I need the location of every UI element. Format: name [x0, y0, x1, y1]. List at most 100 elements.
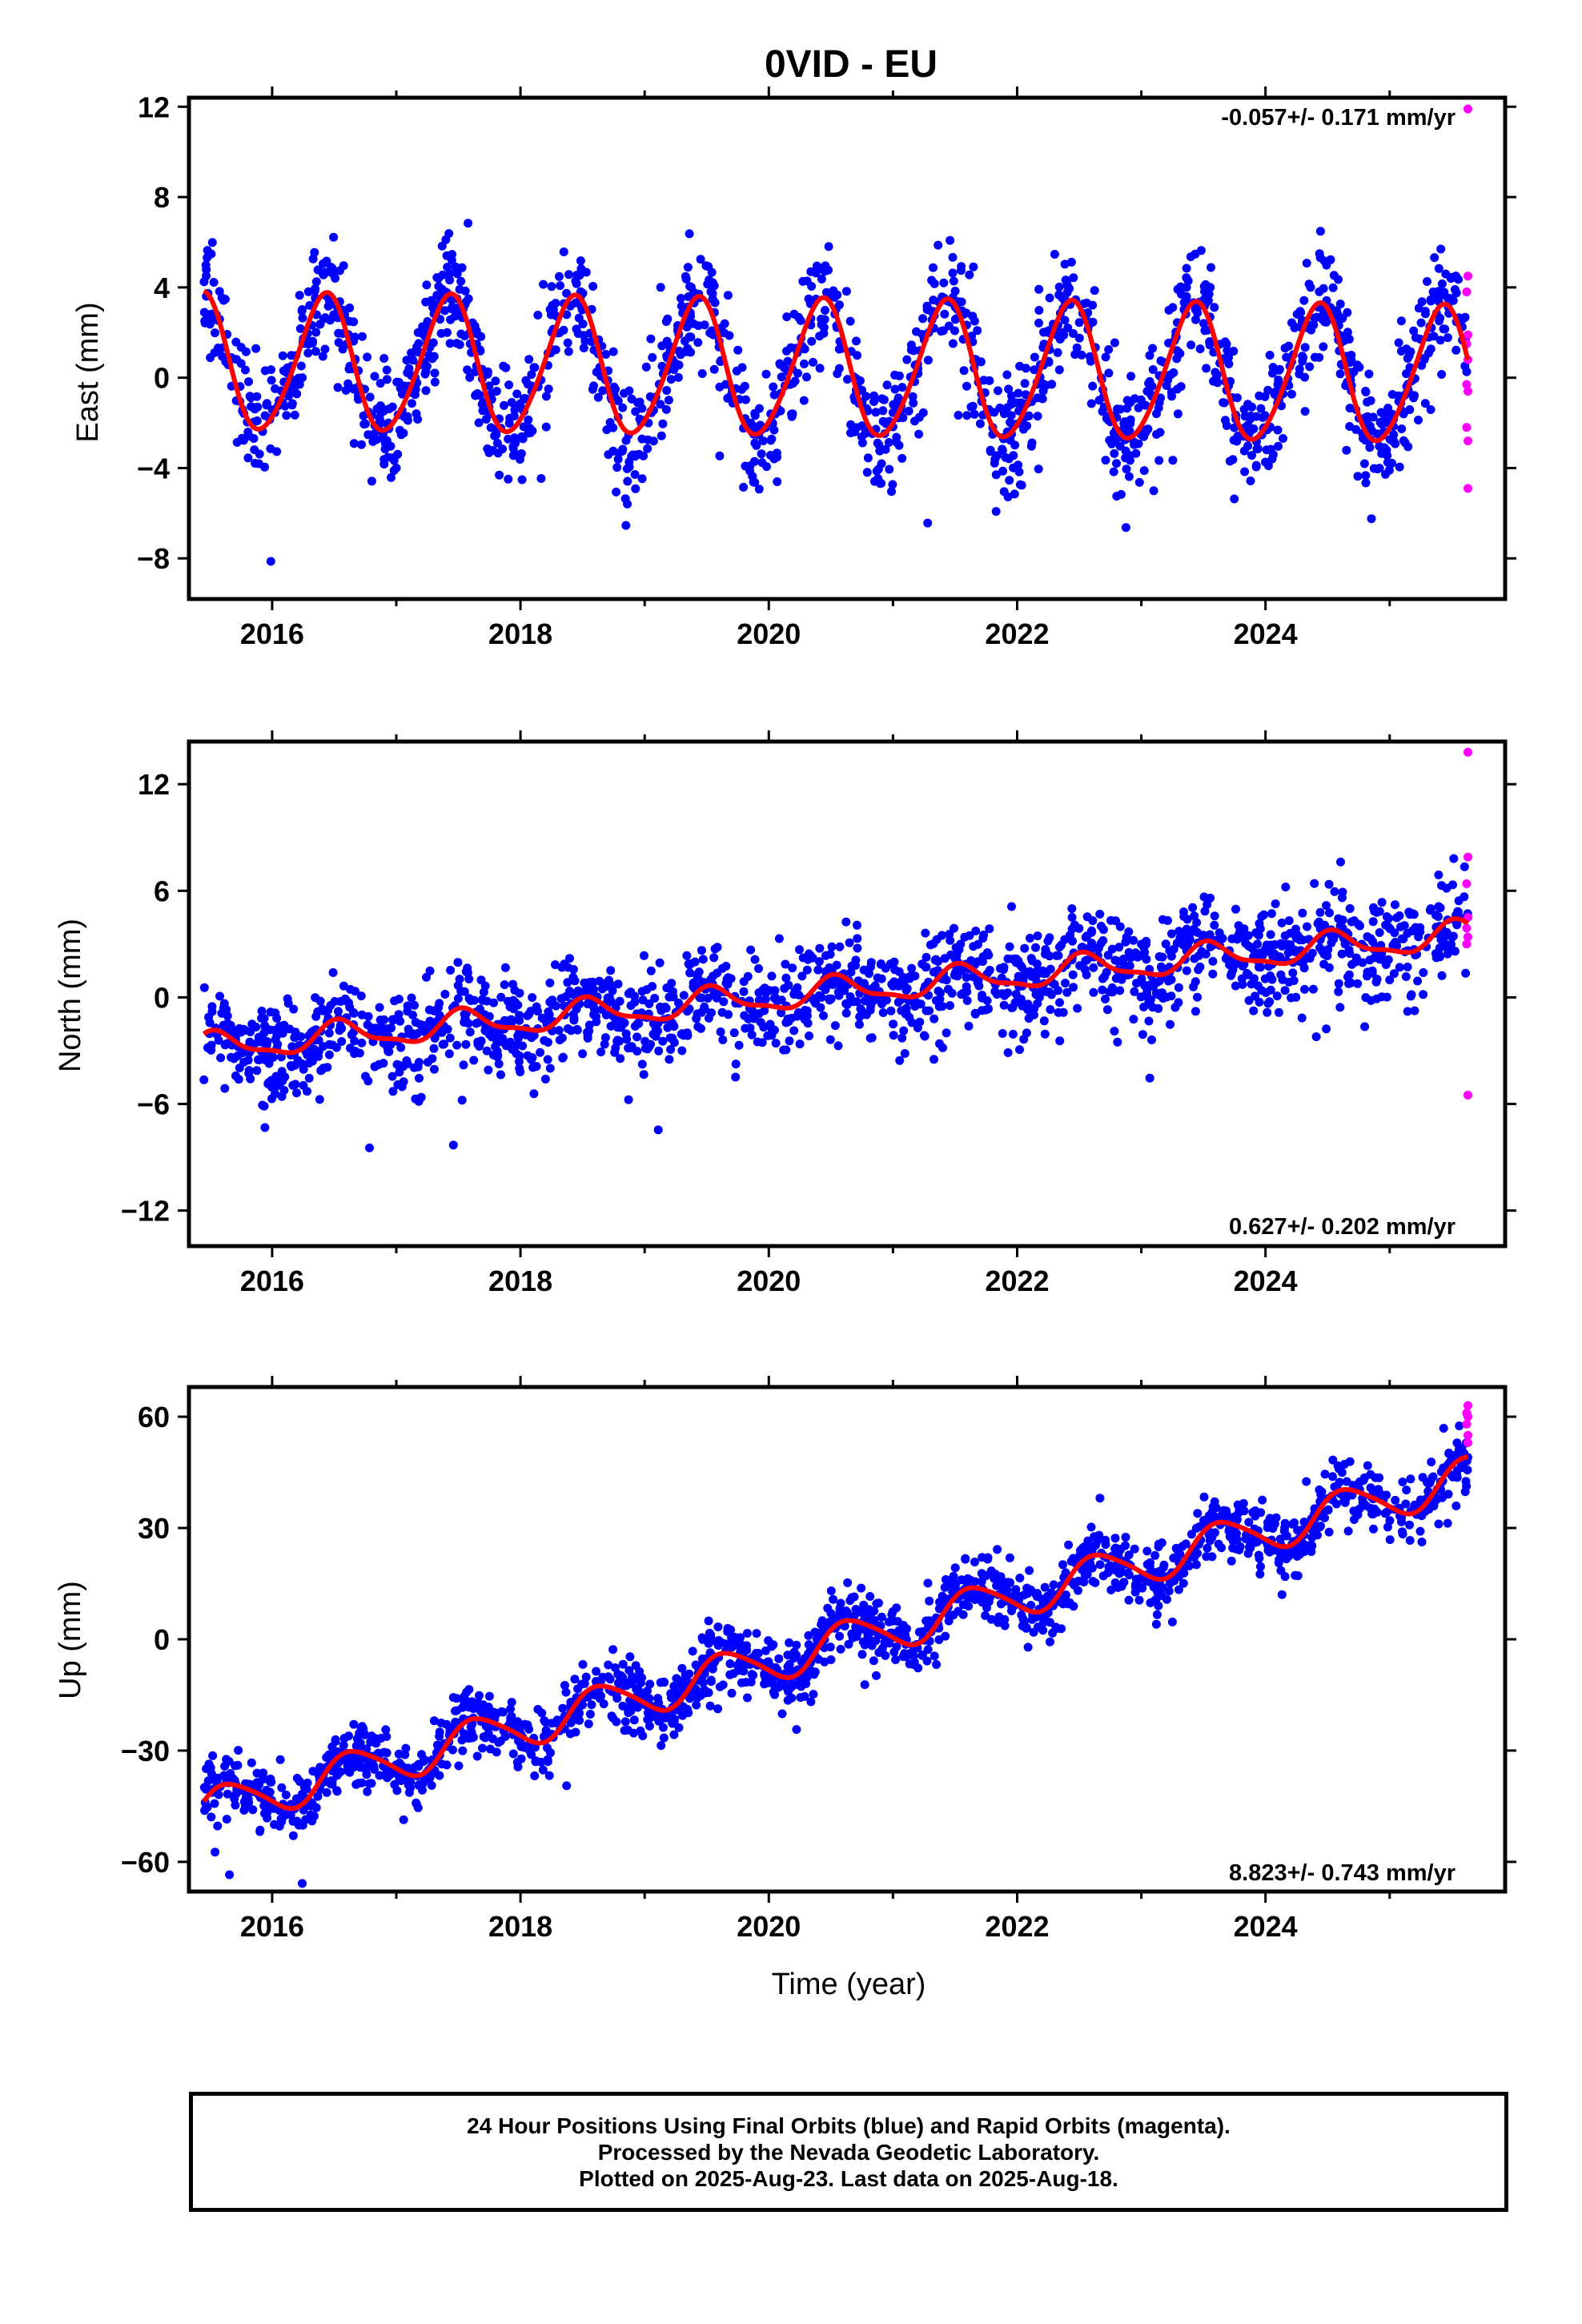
final-orbit-point: [1365, 955, 1375, 965]
final-orbit-point: [1247, 402, 1257, 412]
final-orbit-point: [841, 287, 851, 296]
final-orbit-point: [427, 1781, 436, 1790]
final-orbit-point: [199, 983, 209, 992]
final-orbit-point: [782, 312, 792, 322]
rapid-orbit-point: [1463, 387, 1472, 396]
final-orbit-point: [1345, 904, 1355, 913]
final-orbit-point: [1437, 881, 1446, 891]
final-orbit-point: [1005, 1553, 1014, 1562]
final-orbit-point: [1360, 413, 1370, 422]
final-orbit-point: [1034, 318, 1043, 328]
final-orbit-point: [625, 1652, 635, 1662]
final-orbit-point: [783, 356, 793, 366]
final-orbit-point: [684, 292, 693, 301]
final-orbit-point: [785, 1036, 794, 1046]
final-orbit-point: [533, 311, 543, 320]
final-orbit-point: [682, 322, 692, 332]
final-orbit-point: [465, 1027, 475, 1037]
final-orbit-point: [324, 1750, 334, 1759]
final-orbit-point: [970, 1008, 980, 1018]
final-orbit-point: [685, 229, 694, 239]
final-orbit-point: [891, 1655, 901, 1664]
final-orbit-point: [363, 430, 373, 440]
final-orbit-point: [1210, 911, 1219, 921]
final-orbit-point: [496, 992, 506, 1002]
final-orbit-point: [375, 379, 385, 388]
final-orbit-point: [909, 1651, 918, 1661]
final-orbit-point: [292, 1088, 301, 1098]
final-orbit-point: [704, 1616, 713, 1626]
final-orbit-point: [258, 1052, 267, 1062]
final-orbit-point: [1194, 965, 1203, 975]
final-orbit-point: [824, 265, 833, 275]
final-orbit-point: [897, 453, 907, 463]
final-orbit-point: [1186, 1530, 1196, 1539]
final-orbit-point: [1095, 1560, 1105, 1570]
final-orbit-point: [696, 255, 705, 264]
final-orbit-point: [761, 1646, 770, 1655]
final-orbit-point: [317, 1004, 327, 1014]
final-orbit-point: [1253, 939, 1263, 949]
final-orbit-point: [866, 963, 875, 971]
final-orbit-point: [817, 1616, 827, 1626]
final-orbit-point: [1385, 975, 1395, 985]
final-orbit-point: [826, 1609, 836, 1618]
final-orbit-point: [897, 383, 907, 392]
final-orbit-point: [530, 1771, 540, 1780]
final-orbit-point: [546, 1748, 555, 1758]
final-orbit-point: [1137, 974, 1146, 983]
final-orbit-point: [1178, 940, 1188, 950]
final-orbit-point: [349, 439, 359, 448]
final-orbit-point: [504, 380, 514, 390]
final-orbit-point: [624, 1666, 634, 1675]
final-orbit-point: [1300, 343, 1310, 352]
final-orbit-point: [1031, 943, 1040, 952]
final-orbit-point: [430, 377, 440, 387]
final-orbit-point: [1353, 979, 1363, 988]
final-orbit-point: [1426, 405, 1435, 414]
final-orbit-point: [798, 276, 808, 286]
final-orbit-point: [701, 261, 711, 271]
final-orbit-point: [382, 375, 391, 384]
final-orbit-point: [852, 336, 861, 346]
final-orbit-point: [946, 235, 955, 245]
final-orbit-point: [656, 1741, 666, 1751]
final-orbit-point: [387, 472, 396, 482]
final-orbit-point: [762, 462, 771, 472]
final-orbit-point: [1327, 938, 1336, 947]
final-orbit-point: [1205, 337, 1215, 346]
final-orbit-point: [863, 1632, 873, 1641]
final-orbit-point: [1121, 937, 1130, 947]
final-orbit-point: [931, 955, 941, 964]
final-orbit-point: [774, 934, 784, 943]
final-orbit-point: [1315, 249, 1324, 259]
final-orbit-point: [1331, 1499, 1341, 1509]
final-orbit-point: [1106, 1585, 1116, 1594]
final-orbit-point: [1434, 902, 1443, 911]
final-orbit-point: [674, 360, 684, 370]
final-orbit-point: [620, 388, 628, 398]
final-orbit-point: [583, 1027, 592, 1037]
final-orbit-point: [290, 410, 299, 420]
final-orbit-point: [505, 1037, 515, 1047]
final-orbit-point: [1060, 935, 1070, 944]
final-orbit-point: [469, 1055, 479, 1065]
final-orbit-point: [920, 1031, 930, 1041]
final-orbit-point: [1235, 927, 1245, 936]
final-orbit-point: [596, 1691, 606, 1701]
final-orbit-point: [587, 1700, 596, 1710]
final-orbit-point: [799, 396, 809, 405]
final-orbit-point: [1337, 949, 1347, 959]
final-orbit-point: [909, 1659, 918, 1669]
final-orbit-point: [1277, 1590, 1287, 1599]
final-orbit-point: [897, 976, 906, 986]
final-orbit-point: [315, 1763, 325, 1772]
final-orbit-point: [1328, 1472, 1337, 1482]
final-orbit-point: [1437, 279, 1447, 288]
final-orbit-point: [1125, 1570, 1134, 1580]
final-orbit-point: [834, 364, 844, 373]
final-orbit-point: [682, 951, 692, 960]
final-orbit-point: [1210, 303, 1219, 312]
final-orbit-point: [527, 1055, 536, 1064]
final-orbit-point: [445, 269, 455, 279]
